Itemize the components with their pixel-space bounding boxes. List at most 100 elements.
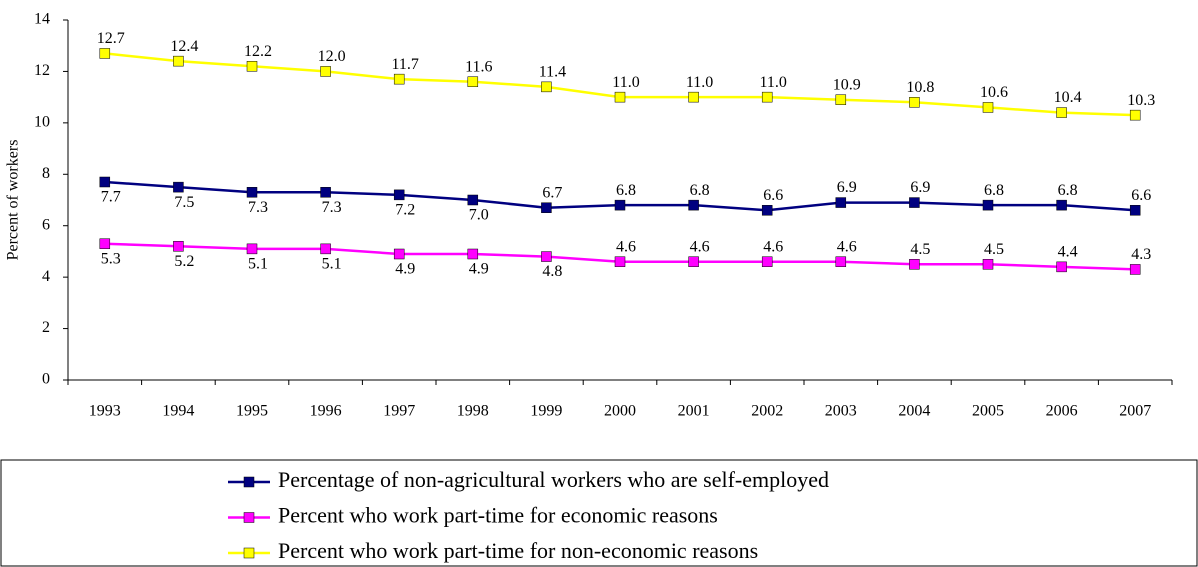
marker [909,259,920,270]
marker [982,199,994,211]
data-label: 7.0 [469,207,489,224]
data-label: 6.8 [690,182,710,199]
data-label: 7.3 [322,199,342,216]
y-tick-label: 2 [42,319,50,336]
marker [541,251,552,262]
x-tick-label: 1999 [530,403,562,420]
x-tick-label: 1998 [457,403,489,420]
marker [614,256,626,267]
data-label: 12.0 [318,48,346,65]
data-label: 6.6 [1131,187,1151,204]
marker [982,102,994,113]
marker [393,248,405,260]
data-label: 6.9 [837,179,857,196]
data-label: 11.0 [612,74,639,91]
marker [467,194,479,206]
y-tick-label: 14 [34,11,50,28]
marker [614,91,626,103]
x-tick-label: 1996 [310,403,342,420]
x-tick-label: 1995 [236,403,268,420]
data-label: 7.3 [248,199,268,216]
marker [246,243,258,255]
data-label: 4.5 [910,241,930,258]
data-label: 6.7 [542,184,562,201]
data-label: 4.6 [690,238,710,255]
marker [173,55,184,67]
marker [982,259,994,270]
x-tick-label: 2006 [1046,403,1078,420]
x-tick-label: 2000 [604,403,636,420]
marker [393,73,405,85]
y-tick-label: 12 [34,62,50,79]
marker [1056,199,1067,211]
marker [1056,261,1067,273]
data-label: 7.5 [174,194,194,211]
data-label: 11.6 [465,58,492,75]
marker [467,76,479,87]
x-tick-label: 1994 [162,403,194,420]
marker [909,197,920,208]
data-label: 5.1 [248,256,268,273]
data-label: 11.4 [539,64,566,81]
marker [1129,264,1141,275]
marker [835,94,847,105]
marker [835,256,847,267]
marker [541,202,552,213]
y-tick-label: 10 [34,114,50,131]
x-tick-label: 2004 [898,403,930,420]
x-tick-label: 2002 [751,403,783,420]
data-label: 4.6 [763,238,783,255]
marker [320,66,331,77]
x-tick-label: 1993 [89,403,121,420]
marker [1129,109,1141,121]
marker [688,256,699,267]
legend-marker [243,476,255,488]
data-label: 4.5 [984,241,1004,258]
data-label: 12.7 [97,30,125,47]
data-label: 12.4 [170,38,198,55]
y-axis-title: Percent of workers [5,140,22,261]
data-label: 12.2 [244,43,272,60]
legend-label: Percentage of non-agricultural workers w… [278,467,829,492]
x-tick-label: 1997 [383,403,415,420]
data-label: 6.8 [616,182,636,199]
legend-label: Percent who work part-time for economic … [278,503,718,528]
y-tick-label: 8 [42,165,50,182]
marker [835,197,847,208]
marker [909,97,920,108]
y-tick-label: 4 [42,268,50,285]
data-label: 11.0 [759,74,786,91]
y-tick-label: 6 [42,216,50,233]
data-label: 4.9 [469,261,489,278]
marker [99,48,111,59]
data-label: 6.6 [763,187,783,204]
marker [614,199,626,211]
data-label: 4.6 [616,238,636,255]
data-label: 11.0 [686,74,713,91]
legend-marker [243,512,255,523]
marker [173,241,184,252]
legend-box [0,459,1198,567]
data-label: 4.3 [1131,246,1151,263]
marker [1129,205,1141,216]
data-label: 6.8 [984,182,1004,199]
x-tick-label: 2003 [825,403,857,420]
marker [761,256,773,267]
marker [761,91,773,103]
marker [320,243,331,255]
data-label: 10.8 [906,79,934,96]
data-label: 10.3 [1127,92,1155,109]
marker [541,81,552,93]
data-label: 5.1 [322,256,342,273]
data-label: 6.8 [1058,182,1078,199]
marker [1056,107,1067,118]
x-tick-label: 2005 [972,403,1004,420]
marker [688,199,699,211]
legend-marker [243,547,255,559]
marker [246,61,258,72]
marker [246,187,258,198]
data-label: 5.3 [101,250,121,267]
marker [688,91,699,103]
